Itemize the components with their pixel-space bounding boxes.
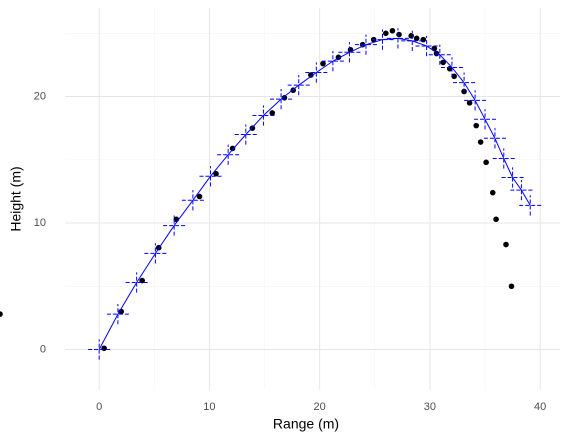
y-tick-label: 20 [34, 90, 46, 102]
point [477, 139, 484, 145]
point [473, 122, 480, 129]
x-tick-label: 30 [424, 401, 436, 413]
x-tick-label: 20 [314, 401, 326, 413]
point [196, 193, 203, 200]
point [431, 45, 438, 52]
point [320, 60, 326, 67]
y-tick-label: 10 [34, 217, 46, 229]
point [229, 145, 236, 152]
point [508, 283, 515, 290]
point [389, 27, 396, 34]
point [0, 311, 3, 317]
point [420, 36, 427, 43]
point [269, 110, 276, 116]
point [483, 159, 489, 166]
point [440, 59, 446, 66]
point [383, 30, 389, 37]
point [413, 35, 420, 42]
x-tick-label: 40 [534, 401, 546, 413]
point [308, 72, 314, 78]
x-axis-title: Range (m) [273, 416, 339, 432]
point [503, 241, 509, 248]
point [451, 73, 457, 80]
line [98, 37, 531, 350]
y-tick-label: 0 [40, 343, 46, 355]
point [101, 345, 107, 352]
point [466, 100, 473, 106]
point [396, 31, 402, 38]
x-tick-label: 0 [96, 401, 102, 413]
point [489, 189, 496, 196]
point [493, 216, 499, 223]
y-axis-title: Height (m) [8, 166, 24, 231]
point [213, 170, 219, 177]
point [408, 33, 414, 39]
x-tick-label: 10 [203, 401, 215, 413]
